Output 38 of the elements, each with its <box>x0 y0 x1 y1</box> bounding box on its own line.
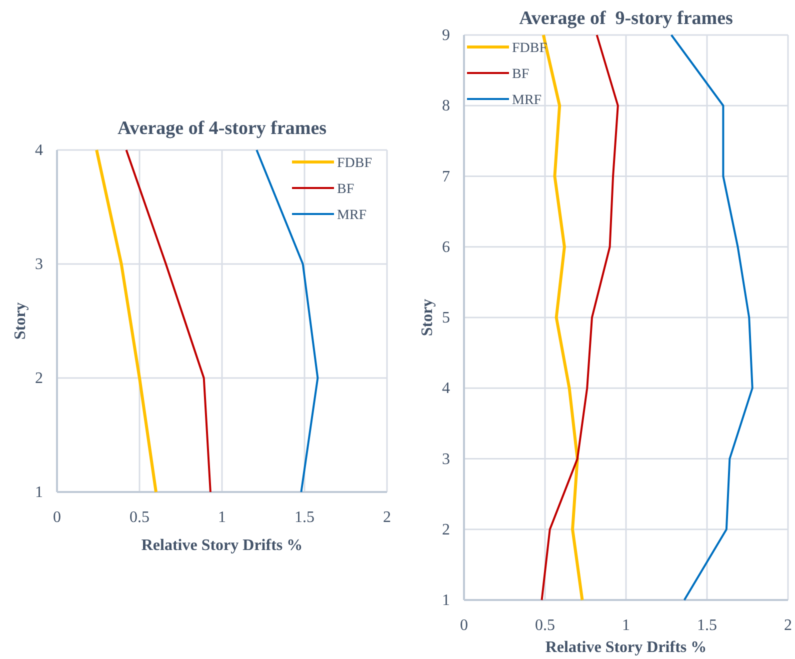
line-series <box>125 149 212 493</box>
legend-label: MRF <box>337 208 367 223</box>
y-tick-label: 7 <box>442 168 450 186</box>
legend-label: BF <box>512 67 530 82</box>
y-tick-label: 6 <box>442 238 450 256</box>
y-tick-label: 4 <box>35 142 43 159</box>
x-tick-label: 0 <box>53 509 61 526</box>
x-tick-label: 1 <box>218 509 226 526</box>
y-tick-label: 2 <box>442 521 450 538</box>
x-tick-label: 0 <box>460 617 468 634</box>
legend-label: BF <box>337 182 354 197</box>
legend-label: MRF <box>512 93 542 108</box>
x-axis-title: Relative Story Drifts % <box>545 639 707 656</box>
x-tick-label: 2 <box>383 509 391 526</box>
legend-label: FDBF <box>337 156 372 171</box>
x-axis-title: Relative Story Drifts % <box>141 537 303 554</box>
y-tick-label: 3 <box>442 450 450 468</box>
line-series <box>95 148 158 494</box>
y-tick-label: 9 <box>442 27 450 44</box>
y-tick-label: 1 <box>442 592 450 609</box>
x-tick-label: 0.5 <box>535 617 555 634</box>
chart-title: Average of 9-story frames <box>519 8 733 29</box>
x-tick-label: 0.5 <box>130 509 150 526</box>
x-tick-label: 1 <box>622 617 630 634</box>
y-tick-label: 3 <box>35 256 43 273</box>
y-tick-label: 8 <box>442 98 450 115</box>
y-axis-title: Story <box>419 298 436 336</box>
chart-title: Average of 4-story frames <box>117 118 327 139</box>
y-axis-title: Story <box>12 302 29 340</box>
x-tick-label: 1.5 <box>697 617 717 634</box>
x-tick-label: 2 <box>784 617 792 634</box>
line-series <box>256 149 319 493</box>
y-tick-label: 1 <box>35 484 43 501</box>
line-series <box>670 34 754 601</box>
x-tick-label: 1.5 <box>294 509 314 526</box>
y-tick-label: 5 <box>442 310 450 326</box>
y-tick-label: 4 <box>442 380 450 398</box>
y-tick-label: 2 <box>35 370 43 387</box>
